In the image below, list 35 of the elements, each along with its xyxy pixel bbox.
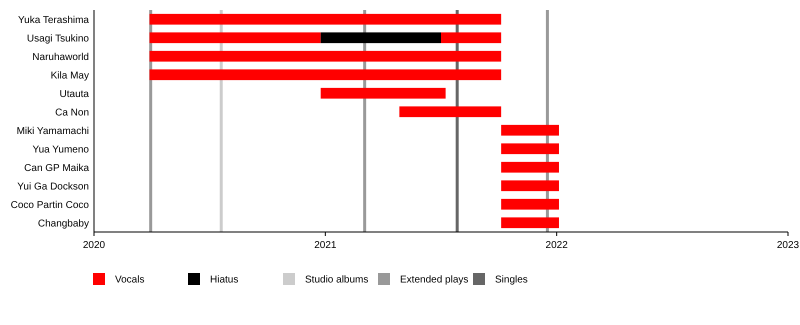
y-tick-label: Ca Non [55, 107, 89, 118]
y-tick-label: Miki Yamamachi [16, 126, 89, 137]
y-tick-label: Yua Yumeno [32, 144, 90, 156]
bar [501, 124, 559, 136]
bar [320, 32, 441, 44]
bar [501, 198, 559, 210]
y-tick-label: Changbaby [38, 218, 89, 230]
y-tick-label: Yui Ga Dockson [17, 181, 89, 192]
x-tick-label: 2022 [546, 240, 568, 251]
bar [150, 14, 502, 25]
bar [320, 88, 446, 99]
bar [399, 106, 502, 118]
x-tick-label: 2020 [82, 240, 106, 251]
x-tick-label: 2023 [776, 240, 800, 251]
x-tick-label: 2021 [314, 240, 337, 251]
y-tick-label: Naruhaworld [32, 52, 89, 63]
bar [441, 32, 502, 44]
bar [501, 143, 559, 154]
legend-label: Studio albums [305, 274, 368, 286]
bar [501, 180, 559, 192]
bar [501, 217, 559, 228]
legend-label: Singles [495, 274, 528, 286]
y-tick-label: Kila May [50, 70, 89, 82]
bar [150, 50, 502, 62]
bar [501, 162, 559, 173]
legend-label: Vocals [115, 274, 144, 286]
legend-label: Hiatus [210, 274, 238, 286]
y-tick-label: Usagi Tsukino [26, 33, 90, 44]
y-tick-label: Can GP Maika [24, 162, 90, 174]
legend-label: Extended plays [400, 274, 468, 286]
y-tick-label: Utauta [60, 88, 90, 100]
y-tick-label: Yuka Terashima [18, 14, 90, 26]
y-tick-label: Coco Partin Coco [10, 200, 90, 211]
bar [150, 32, 321, 44]
bar [150, 69, 502, 80]
